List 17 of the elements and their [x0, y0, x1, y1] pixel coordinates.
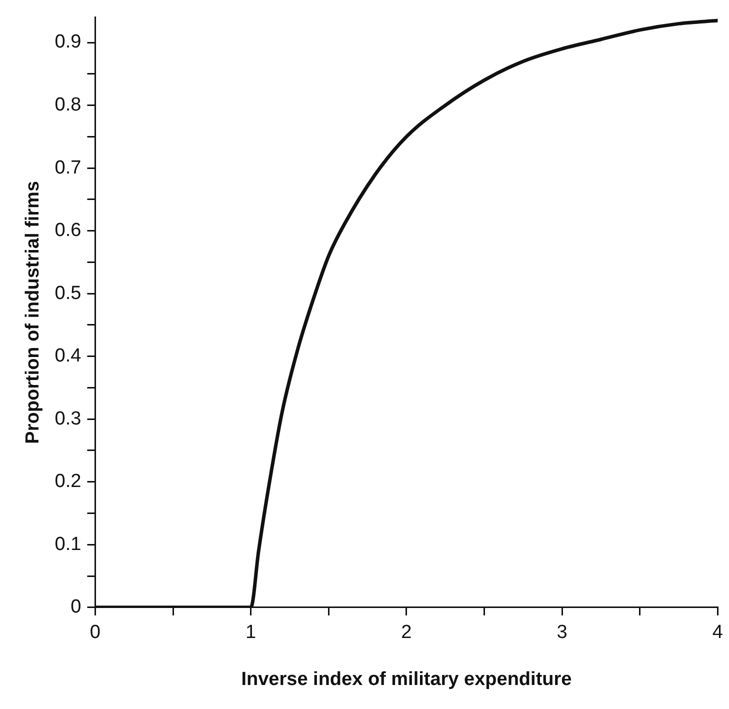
y-tick-label: 0.9: [54, 32, 82, 53]
y-tick-label: 0.3: [54, 408, 82, 430]
y-tick-label: 0.6: [54, 220, 82, 242]
x-tick-label: 0: [90, 622, 100, 644]
y-tick-label: 0.2: [54, 471, 82, 492]
y-tick-label: 0.1: [54, 534, 82, 555]
y-tick-label: 0: [70, 596, 82, 618]
y-tick-label: 0.4: [54, 346, 82, 367]
x-tick-label: 1: [246, 622, 256, 644]
x-tick-label: 4: [712, 622, 724, 644]
y-tick-label: 0.7: [54, 157, 82, 178]
x-tick-label: 2: [401, 622, 412, 644]
y-tick-label: 0.8: [54, 94, 82, 116]
x-axis-title: Inverse index of military expenditure: [241, 668, 572, 690]
x-tick-label: 3: [556, 622, 568, 644]
y-axis-title: Proportion of industrial firms: [22, 180, 44, 444]
y-tick-label: 0.5: [54, 282, 82, 304]
